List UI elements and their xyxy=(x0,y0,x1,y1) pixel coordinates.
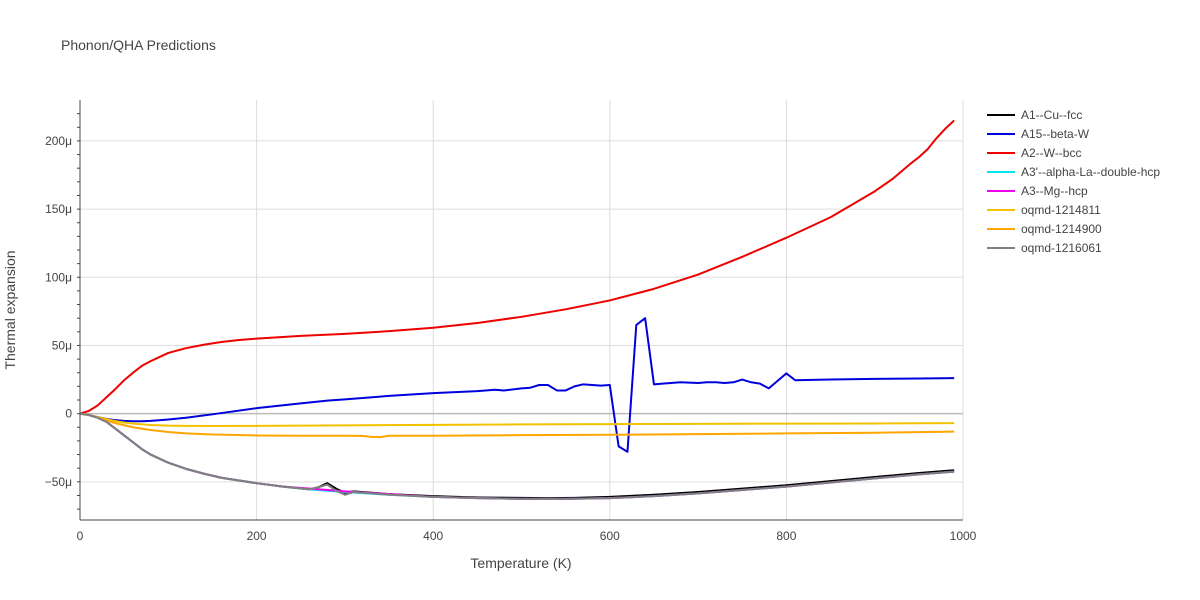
legend-label: A2--W--bcc xyxy=(1021,146,1081,160)
legend-item-oqmd-1214811[interactable]: oqmd-1214811 xyxy=(987,203,1101,217)
x-tick-label: 200 xyxy=(247,529,267,543)
legend-item-a2-w-bcc[interactable]: A2--W--bcc xyxy=(987,146,1081,160)
legend-item-a3-mg-hcp[interactable]: A3--Mg--hcp xyxy=(987,184,1088,198)
y-tick-label: 150μ xyxy=(45,202,72,216)
series-line-oqmd-1214811[interactable] xyxy=(79,412,955,428)
grid-layer xyxy=(80,100,964,520)
chart-title: Phonon/QHA Predictions xyxy=(61,37,216,53)
legend-label: oqmd-1216061 xyxy=(1021,241,1102,255)
legend-item-a3-alpha-la-double-hcp[interactable]: A3'--alpha-La--double-hcp xyxy=(987,165,1160,179)
legend-item-a1-cu-fcc[interactable]: A1--Cu--fcc xyxy=(987,108,1082,122)
legend-item-oqmd-1216061[interactable]: oqmd-1216061 xyxy=(987,241,1102,255)
legend[interactable]: A1--Cu--fcc A15--beta-W A2--W--bcc A3'--alp… xyxy=(987,108,1160,255)
series-line-oqmd-1214900[interactable] xyxy=(79,412,955,439)
legend-item-a15-beta-w[interactable]: A15--beta-W xyxy=(987,127,1090,141)
axes-layer: 0 200 400 600 800 1000 −50μ 0 50μ 100μ 150μ 200μ xyxy=(45,100,977,543)
legend-label: A15--beta-W xyxy=(1021,127,1090,141)
y-tick-label: 200μ xyxy=(45,134,72,148)
legend-label: oqmd-1214811 xyxy=(1021,203,1101,217)
x-tick-label: 800 xyxy=(776,529,796,543)
series-line-a2-w-bcc[interactable] xyxy=(79,119,955,415)
series-line-oqmd-1216061[interactable] xyxy=(79,412,955,500)
legend-label: oqmd-1214900 xyxy=(1021,222,1102,236)
x-axis-title: Temperature (K) xyxy=(470,555,571,571)
x-tick-label: 600 xyxy=(600,529,620,543)
legend-label: A3--Mg--hcp xyxy=(1021,184,1088,198)
series-line-a15-beta-w[interactable] xyxy=(79,317,955,453)
y-tick-label: 100μ xyxy=(45,270,72,284)
x-tick-label: 0 xyxy=(77,529,84,543)
y-axis-title: Thermal expansion xyxy=(2,250,18,369)
x-tick-label: 400 xyxy=(423,529,443,543)
y-tick-label: −50μ xyxy=(45,475,72,489)
legend-item-oqmd-1214900[interactable]: oqmd-1214900 xyxy=(987,222,1102,236)
legend-label: A3'--alpha-La--double-hcp xyxy=(1021,165,1160,179)
y-tick-label: 0 xyxy=(65,407,72,421)
legend-label: A1--Cu--fcc xyxy=(1021,108,1082,122)
y-tick-label: 50μ xyxy=(52,338,72,352)
x-tick-label: 1000 xyxy=(950,529,977,543)
series-layer xyxy=(79,119,955,500)
